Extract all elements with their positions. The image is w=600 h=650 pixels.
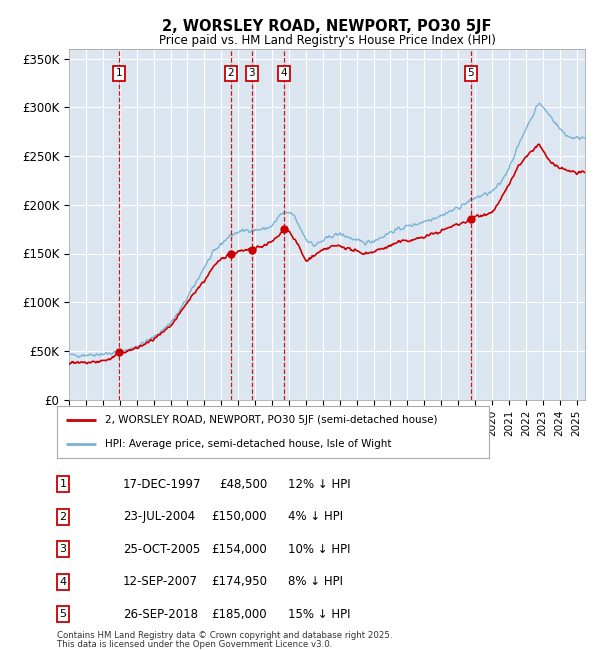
Text: 1: 1	[59, 479, 67, 489]
Text: £150,000: £150,000	[211, 510, 267, 523]
Text: 25-OCT-2005: 25-OCT-2005	[123, 543, 200, 556]
Text: £174,950: £174,950	[211, 575, 267, 588]
Text: 5: 5	[59, 609, 67, 619]
Text: 12% ↓ HPI: 12% ↓ HPI	[288, 478, 350, 491]
Text: £154,000: £154,000	[211, 543, 267, 556]
Text: 10% ↓ HPI: 10% ↓ HPI	[288, 543, 350, 556]
Text: 3: 3	[59, 544, 67, 554]
Text: 5: 5	[467, 68, 474, 78]
Text: 1: 1	[116, 68, 122, 78]
Text: 2, WORSLEY ROAD, NEWPORT, PO30 5JF (semi-detached house): 2, WORSLEY ROAD, NEWPORT, PO30 5JF (semi…	[104, 415, 437, 425]
Text: 12-SEP-2007: 12-SEP-2007	[123, 575, 198, 588]
Text: 4: 4	[281, 68, 287, 78]
Text: 26-SEP-2018: 26-SEP-2018	[123, 608, 198, 621]
Text: 15% ↓ HPI: 15% ↓ HPI	[288, 608, 350, 621]
Text: 17-DEC-1997: 17-DEC-1997	[123, 478, 202, 491]
Text: Price paid vs. HM Land Registry's House Price Index (HPI): Price paid vs. HM Land Registry's House …	[158, 34, 496, 47]
Text: 23-JUL-2004: 23-JUL-2004	[123, 510, 195, 523]
Text: 2, WORSLEY ROAD, NEWPORT, PO30 5JF: 2, WORSLEY ROAD, NEWPORT, PO30 5JF	[162, 18, 492, 34]
Text: 8% ↓ HPI: 8% ↓ HPI	[288, 575, 343, 588]
Text: 2: 2	[227, 68, 234, 78]
Text: 3: 3	[248, 68, 255, 78]
Text: 4% ↓ HPI: 4% ↓ HPI	[288, 510, 343, 523]
Text: HPI: Average price, semi-detached house, Isle of Wight: HPI: Average price, semi-detached house,…	[104, 439, 391, 449]
Text: Contains HM Land Registry data © Crown copyright and database right 2025.: Contains HM Land Registry data © Crown c…	[57, 631, 392, 640]
Text: This data is licensed under the Open Government Licence v3.0.: This data is licensed under the Open Gov…	[57, 640, 332, 649]
Text: £48,500: £48,500	[219, 478, 267, 491]
Text: £185,000: £185,000	[211, 608, 267, 621]
Text: 2: 2	[59, 512, 67, 522]
Text: 4: 4	[59, 577, 67, 587]
